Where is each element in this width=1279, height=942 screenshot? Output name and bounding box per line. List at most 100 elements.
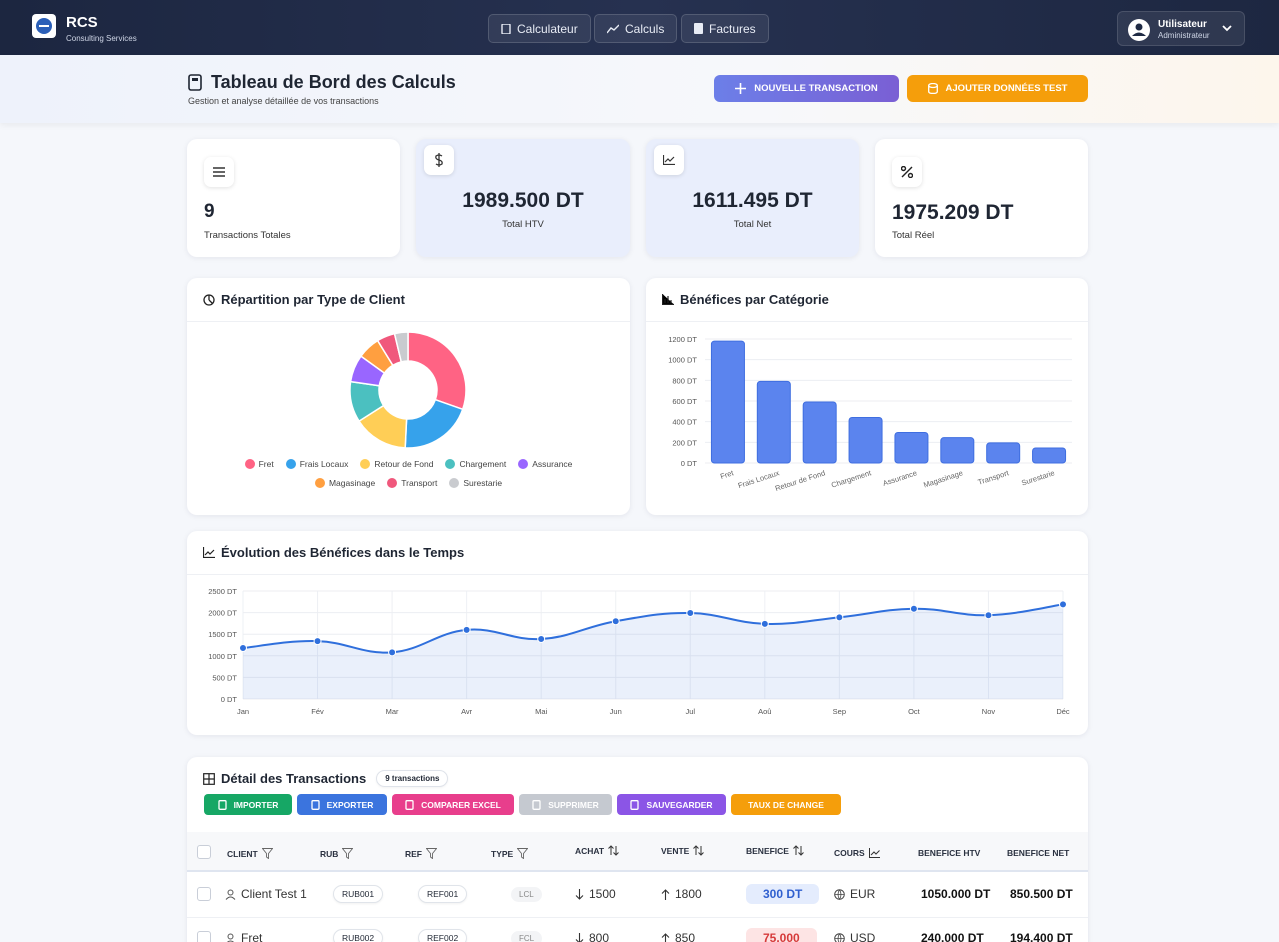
row-divider — [187, 917, 1088, 918]
icon-shape — [225, 889, 236, 900]
cell-text: RUB001 — [333, 885, 384, 903]
legend-item: Surestarie — [449, 478, 502, 488]
icon-shape — [834, 932, 845, 942]
table-header — [187, 832, 1088, 872]
icon-shape — [342, 848, 354, 859]
nav-label: Factures — [709, 21, 756, 36]
bar-card: Bénéfices par Catégorie 0 DT 200 DT 400 DT… — [646, 278, 1088, 515]
cell-text: REF002 — [418, 929, 468, 942]
toolbar-button[interactable]: SAUVEGARDER — [617, 794, 726, 815]
toolbar-button[interactable]: COMPARER EXCEL — [392, 794, 514, 815]
stat-icon — [654, 145, 684, 175]
table-cell: 300 DT — [746, 884, 820, 904]
legend-label: Assurance — [532, 459, 573, 469]
title-text: Détail des Transactions — [221, 771, 367, 786]
button-icon — [532, 799, 541, 810]
user-icon — [225, 889, 236, 900]
title-text: Évolution des Bénéfices dans le Temps — [221, 545, 465, 560]
y-tick-label: 2500 DT — [208, 587, 237, 596]
card-title: Bénéfices par Catégorie — [662, 292, 829, 307]
icon-shape — [608, 845, 619, 856]
legend-label: Retour de Fond — [374, 459, 434, 469]
legend-item: Frais Locaux — [285, 459, 348, 469]
bar — [802, 401, 837, 464]
title-text: Répartition par Type de Client — [221, 292, 405, 307]
title-text: Bénéfices par Catégorie — [680, 292, 829, 307]
x-tick-label: Transport — [977, 468, 1011, 487]
bar — [894, 432, 929, 464]
toolbar-button[interactable]: SUPPRIMER — [519, 794, 612, 815]
arrow-icon — [575, 932, 584, 942]
percent-icon — [901, 166, 913, 178]
y-tick-label: 1000 DT — [208, 652, 237, 661]
line — [242, 603, 1064, 654]
cell-text: 850.500 DT — [1010, 887, 1073, 901]
add-test-data-button[interactable]: AJOUTER DONNÉES TEST — [907, 75, 1088, 102]
column-label: REF — [405, 848, 422, 859]
cell-text: EUR — [850, 887, 876, 901]
new-transaction-button[interactable]: NOUVELLE TRANSACTION — [714, 75, 899, 102]
table-icon — [203, 772, 215, 785]
chart-icon — [868, 848, 880, 858]
bar — [986, 442, 1021, 464]
legend-swatch — [449, 478, 460, 488]
page-subtitle: Gestion et analyse détaillée de vos tran… — [188, 96, 379, 106]
nav-item[interactable]: Calculateur — [488, 14, 591, 43]
user-menu[interactable]: Utilisateur Administrateur — [1117, 11, 1245, 46]
nav-item[interactable]: Calculs — [594, 14, 678, 43]
cell-text: 194.400 DT — [1010, 931, 1073, 942]
legend-label: Fret — [258, 459, 274, 469]
card-title: Répartition par Type de Client — [203, 292, 405, 307]
button-icon — [630, 799, 640, 810]
line-point — [909, 604, 918, 613]
page-title: Tableau de Bord des Calculs — [211, 72, 456, 92]
nav-icon — [607, 24, 619, 33]
line-card: Évolution des Bénéfices dans le Temps Ja… — [187, 531, 1088, 735]
pie-slice — [404, 398, 464, 449]
pie-slice — [407, 331, 467, 411]
legend-item: Transport — [387, 478, 437, 488]
icon-shape — [532, 799, 541, 810]
column-label: TYPE — [491, 848, 514, 859]
y-tick-label: 1200 DT — [668, 335, 697, 344]
nav-item[interactable]: Factures — [681, 14, 769, 43]
user-name: Utilisateur — [1158, 19, 1207, 30]
y-tick-label: 400 DT — [672, 418, 697, 427]
y-tick-label: 1500 DT — [208, 630, 237, 639]
cell-text: Fret — [241, 931, 263, 942]
legend-item: Retour de Fond — [360, 459, 433, 469]
brand: RCS — [66, 14, 98, 31]
legend-swatch — [285, 459, 296, 469]
stat-icon — [424, 145, 454, 175]
stat-icon — [204, 157, 234, 187]
db-icon — [927, 83, 938, 94]
bar-chart: 0 DT 200 DT 400 DT 600 DT 800 DT 1000 DT 1200 … — [668, 335, 1072, 493]
cell-text: 1050.000 DT — [921, 887, 991, 901]
card-title: Évolution des Bénéfices dans le Temps — [203, 545, 464, 560]
table-cell: 1800 — [661, 885, 702, 903]
line-icon — [203, 547, 215, 558]
cell-text: RUB002 — [333, 929, 384, 942]
bar — [756, 380, 791, 464]
line-point — [313, 637, 322, 646]
column-label: ACHAT — [575, 845, 605, 856]
button-icon — [310, 799, 320, 810]
legend: Fret Frais Locaux Retour de Fond Chargement… — [211, 459, 606, 488]
toolbar-button[interactable]: EXPORTER — [297, 794, 387, 815]
column-header: VENTE — [661, 845, 705, 856]
card-title: Détail des Transactions 9 transactions — [203, 770, 449, 787]
divider — [187, 574, 1088, 575]
line-point — [388, 648, 397, 657]
x-tick-label: Magasinage — [922, 468, 964, 489]
nav-label: Calculs — [625, 21, 665, 36]
legend-label: Magasinage — [328, 478, 376, 488]
toolbar-button[interactable]: TAUX DE CHANGE — [731, 794, 841, 815]
toolbar-button[interactable]: IMPORTER — [204, 794, 292, 815]
x-tick-label: Mai — [535, 707, 547, 716]
button-label: SAUVEGARDER — [646, 799, 713, 810]
x-tick-label: Sep — [833, 707, 846, 716]
divider — [187, 321, 630, 322]
brand-sub: Consulting Services — [66, 34, 137, 43]
sort-icon — [693, 845, 705, 856]
